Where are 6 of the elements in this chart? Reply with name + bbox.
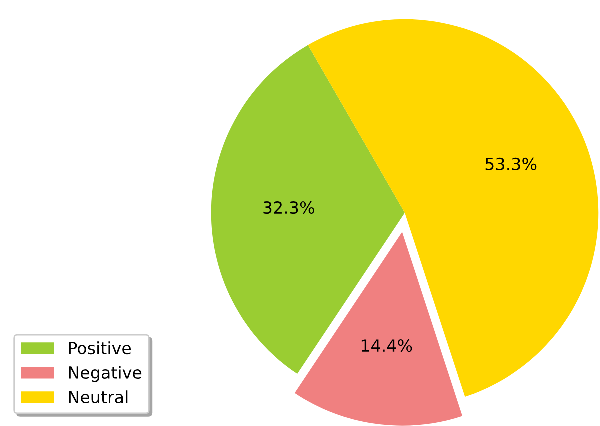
legend-label: Neutral xyxy=(69,390,128,404)
data-label: 32.3% xyxy=(264,201,314,214)
data-label: 14.4% xyxy=(362,340,412,352)
data-label: 53.3% xyxy=(486,158,537,170)
legend-label: Negative xyxy=(69,366,142,382)
legend-label: Positive xyxy=(69,342,132,355)
